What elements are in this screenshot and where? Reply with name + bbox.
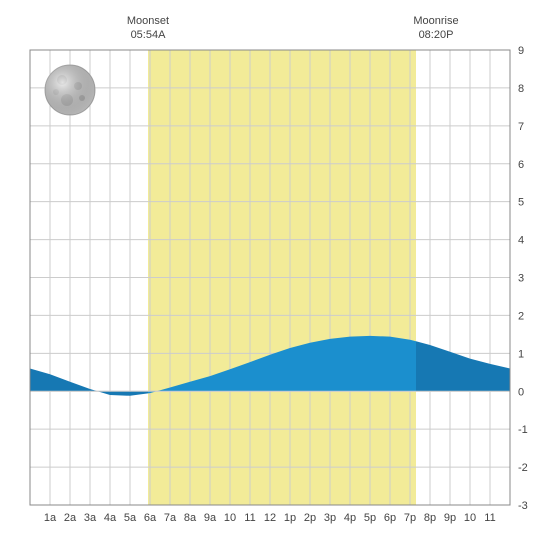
x-tick-label: 7a (164, 512, 177, 524)
x-tick-label: 6p (384, 512, 396, 524)
y-tick-label: 7 (518, 121, 524, 133)
y-tick-label: -3 (518, 500, 528, 512)
x-tick-label: 4p (344, 512, 356, 524)
x-tick-label: 12 (264, 512, 276, 524)
y-tick-label: 6 (518, 159, 524, 171)
x-tick-label: 6a (144, 512, 157, 524)
x-tick-label: 2a (64, 512, 77, 524)
moonrise-time: 08:20P (419, 29, 454, 41)
y-tick-label: 5 (518, 197, 524, 209)
x-tick-label: 11 (484, 512, 495, 524)
x-tick-label: 2p (304, 512, 316, 524)
x-tick-label: 8a (184, 512, 197, 524)
x-tick-label: 10 (464, 512, 476, 524)
x-tick-label: 5p (364, 512, 376, 524)
y-tick-label: 1 (518, 348, 524, 360)
x-tick-label: 7p (404, 512, 416, 524)
x-tick-label: 8p (424, 512, 436, 524)
x-tick-label: 1a (44, 512, 57, 524)
x-tick-label: 9a (204, 512, 217, 524)
y-tick-label: 2 (518, 310, 524, 322)
moonset-time: 05:54A (131, 29, 167, 41)
y-tick-label: -2 (518, 462, 528, 474)
x-tick-label: 9p (444, 512, 456, 524)
x-tick-label: 5a (124, 512, 137, 524)
x-tick-label: 1p (284, 512, 296, 524)
moon-icon (45, 65, 95, 115)
y-tick-label: 0 (518, 386, 524, 398)
x-tick-label: 4a (104, 512, 117, 524)
x-tick-label: 10 (224, 512, 236, 524)
moonset-label: Moonset (127, 15, 169, 27)
moonrise-label: Moonrise (413, 15, 458, 27)
x-tick-label: 3a (84, 512, 97, 524)
y-tick-label: 3 (518, 273, 524, 285)
y-tick-label: 8 (518, 83, 524, 95)
y-tick-label: 9 (518, 45, 524, 57)
x-tick-label: 3p (324, 512, 336, 524)
chart-svg: -3-2-101234567891a2a3a4a5a6a7a8a9a101112… (10, 10, 540, 540)
y-tick-label: 4 (518, 235, 524, 247)
x-tick-label: 11 (244, 512, 255, 524)
tide-chart: -3-2-101234567891a2a3a4a5a6a7a8a9a101112… (10, 10, 540, 540)
y-tick-label: -1 (518, 424, 528, 436)
